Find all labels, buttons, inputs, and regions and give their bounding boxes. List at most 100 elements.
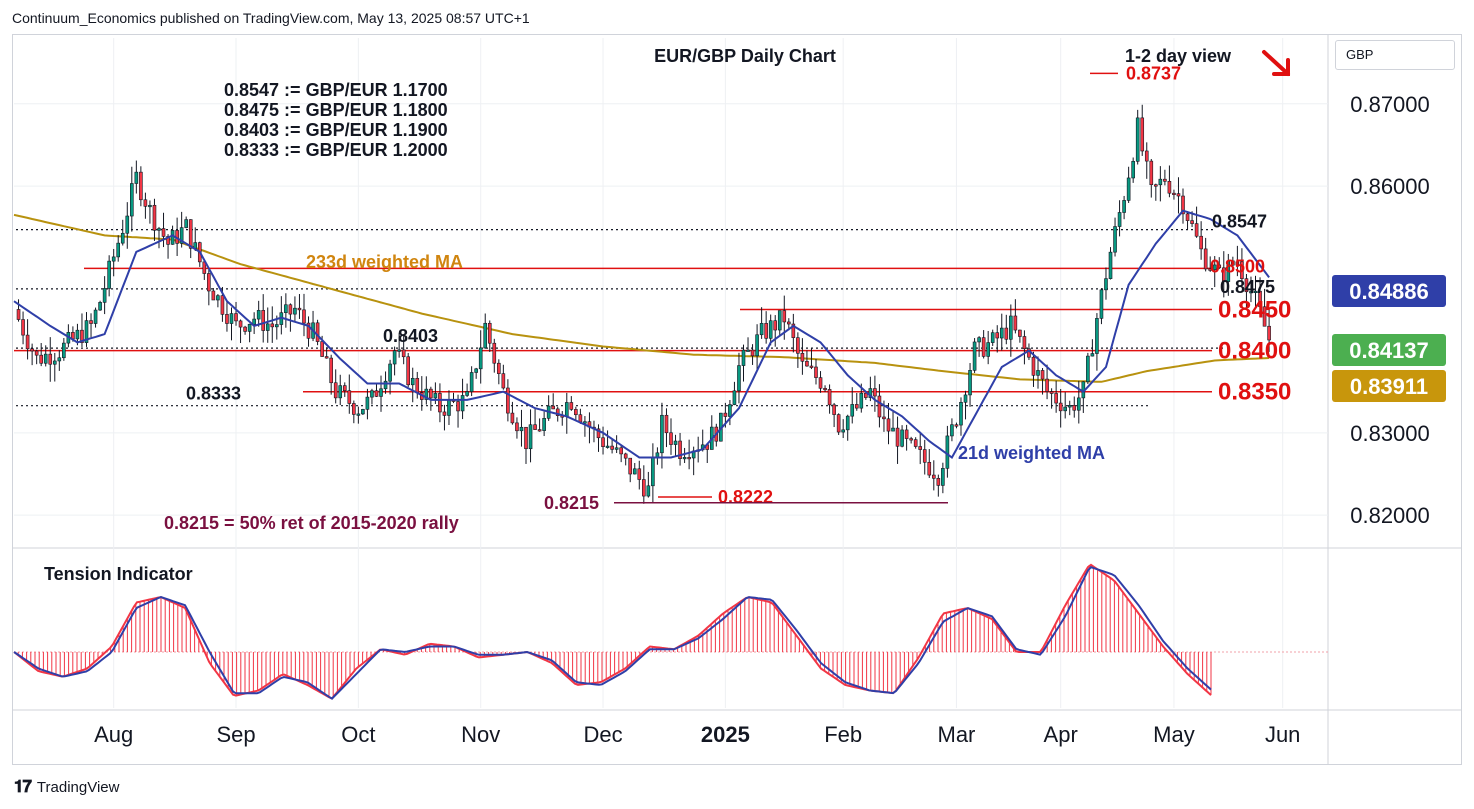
candle-body	[519, 426, 524, 432]
candle-body	[16, 309, 21, 320]
candle-body	[261, 310, 266, 331]
dotted-level-label: 0.8547	[1212, 212, 1267, 232]
candle-body	[370, 390, 374, 398]
candle-body	[574, 409, 578, 416]
candle-body	[873, 388, 877, 397]
candle-body	[886, 418, 891, 432]
chart-frame	[12, 34, 1462, 765]
candle-body	[963, 394, 968, 403]
candle-body	[1199, 235, 1203, 250]
conversion-note: 0.8403 := GBP/EUR 1.1900	[224, 120, 448, 140]
candle-body	[429, 388, 433, 399]
ma-21-label: 21d weighted MA	[958, 443, 1105, 463]
x-tick-label: Dec	[583, 722, 622, 747]
candle-body	[460, 395, 465, 412]
candle-body	[555, 408, 560, 416]
candle-body	[1104, 278, 1108, 291]
candle-body	[651, 457, 655, 487]
conversion-note: 0.8333 := GBP/EUR 1.2000	[224, 140, 448, 160]
candle-body	[157, 228, 161, 231]
candle-body	[990, 332, 995, 343]
candle-body	[841, 429, 845, 433]
candle-body	[678, 440, 682, 459]
candle-body	[986, 342, 990, 357]
candle-body	[1167, 180, 1172, 194]
candle-body	[497, 362, 501, 374]
candle-body	[1004, 327, 1009, 340]
candle-body	[161, 228, 166, 237]
candle-body	[900, 429, 904, 447]
level-label: 0.8450	[1218, 296, 1291, 323]
candle-body	[759, 323, 764, 336]
candle-body	[211, 290, 216, 301]
candle-body	[619, 447, 623, 455]
candle-body	[913, 439, 918, 447]
ma-21-line	[13, 209, 1270, 459]
candle-body	[1226, 260, 1231, 282]
candle-body	[84, 320, 89, 343]
candle-body	[728, 404, 732, 417]
candle-body	[972, 341, 977, 371]
candle-body	[506, 387, 510, 414]
candle-body	[52, 360, 57, 365]
candle-body	[569, 402, 574, 410]
x-tick-label: Sep	[216, 722, 255, 747]
candle-body	[116, 242, 121, 258]
candle-body	[809, 365, 814, 368]
dotted-level-label: 0.8403	[383, 326, 438, 346]
price-badge-label: 0.83911	[1350, 374, 1428, 399]
candle-body	[1108, 251, 1113, 279]
x-tick-label: Aug	[94, 722, 133, 747]
candle-body	[93, 309, 98, 324]
currency-selector[interactable]: GBP	[1335, 40, 1455, 70]
candle-body	[1267, 325, 1271, 341]
candle-body	[1190, 220, 1194, 224]
candle-body	[184, 219, 188, 228]
candle-body	[1163, 178, 1167, 182]
candle-body	[1018, 329, 1022, 337]
candle-body	[39, 354, 43, 364]
down-right-arrow-icon	[1262, 50, 1290, 76]
level-label: 0.8350	[1218, 379, 1291, 406]
candle-body	[805, 360, 809, 367]
candle-body	[1072, 405, 1077, 411]
candle-body	[931, 474, 936, 479]
candle-body	[632, 468, 637, 475]
candle-body	[75, 329, 80, 340]
candle-body	[433, 393, 438, 399]
candle-body	[605, 445, 610, 448]
tension-line	[13, 563, 1212, 700]
y-tick-label: 0.83000	[1350, 421, 1430, 446]
candle-body	[977, 337, 981, 343]
candle-body	[247, 323, 252, 332]
candle-body	[342, 385, 347, 391]
candle-body	[225, 314, 229, 324]
candle-body	[1063, 406, 1067, 412]
candle-body	[220, 295, 225, 315]
candle-body	[682, 457, 687, 460]
candle-body	[1049, 391, 1054, 394]
candle-body	[143, 199, 148, 207]
candle-body	[1172, 192, 1176, 195]
candle-body	[601, 437, 605, 447]
candle-body	[737, 365, 741, 392]
candle-body	[469, 372, 474, 392]
candle-body	[48, 353, 53, 365]
candle-body	[438, 393, 442, 413]
footer-brand[interactable]: 𝟏𝟕 TradingView	[14, 777, 119, 797]
low-annotation: 0.8222	[718, 487, 773, 507]
candle-body	[415, 378, 420, 394]
candle-body	[1185, 213, 1190, 221]
candle-body	[755, 334, 759, 357]
candle-body	[1054, 393, 1058, 404]
x-tick-label: Oct	[341, 722, 375, 747]
candle-body	[397, 349, 401, 352]
candle-body	[1176, 193, 1181, 197]
candle-body	[551, 405, 555, 410]
candle-body	[895, 427, 900, 447]
ma-233-line	[13, 213, 1270, 383]
candle-body	[510, 412, 515, 424]
retracement-note: 0.8215 = 50% ret of 2015-2020 rally	[164, 513, 459, 533]
candle-body	[891, 427, 895, 432]
